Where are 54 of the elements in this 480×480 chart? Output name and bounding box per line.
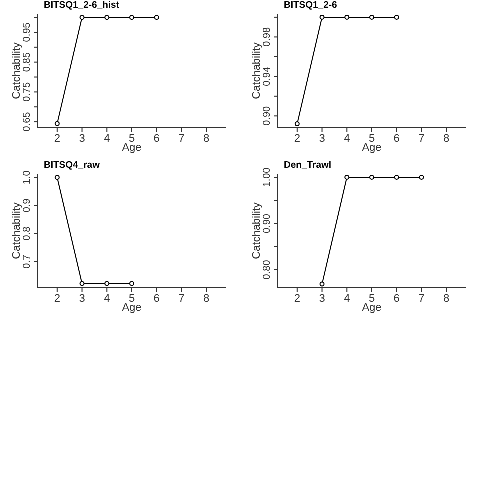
x-tick-label: 2 [54,132,60,145]
x-tick-label: 3 [79,292,86,305]
x-tick-label: 8 [204,292,210,305]
y-tick-label: 1.00 [262,167,273,188]
x-tick-label: 2 [54,292,60,305]
y-axis-title: Catchability [250,42,263,100]
chart-title: Den_Trawl [284,160,332,171]
x-tick-label: 8 [444,132,450,145]
y-tick-label: 0.80 [262,260,273,280]
x-tick-label: 5 [128,132,136,145]
x-tick-label: 4 [344,132,350,145]
x-tick-label: 7 [418,292,425,305]
y-tick-label: 0.94 [262,66,273,86]
x-tick-label: 2 [294,132,300,145]
x-tick-label: 5 [368,132,376,145]
x-tick-label: 8 [444,292,450,305]
y-tick-label: 0.90 [262,214,273,234]
x-tick-label: 3 [319,132,326,145]
x-tick-label: 5 [128,292,136,305]
x-tick-label: 8 [204,132,210,145]
x-tick-label: 3 [79,132,86,145]
x-tick-label: 5 [368,292,376,305]
x-axis-title: Age [122,302,142,314]
y-tick-label: 0.65 [22,112,33,132]
y-tick-label: 0.98 [262,27,273,47]
chart-title: BITSQ1_2-6_hist [44,0,120,11]
y-tick-label: 0.75 [22,82,33,102]
chart-title: BITSQ4_raw [44,160,100,171]
y-tick-label: 0.95 [22,22,33,42]
y-tick-label: 0.7 [22,254,33,269]
x-tick-label: 4 [104,132,110,145]
y-axis-title: Catchability [10,42,23,100]
x-tick-label: 7 [178,132,185,145]
x-tick-label: 4 [104,292,110,305]
y-tick-label: 0.9 [22,198,33,213]
chart-title: BITSQ1_2-6 [284,0,338,11]
x-tick-label: 6 [394,292,400,305]
y-tick-label: 0.8 [22,226,33,241]
y-axis-title: Catchability [250,202,263,260]
x-tick-label: 6 [154,132,160,145]
y-tick-label: 1.0 [22,170,33,185]
y-tick-label: 0.85 [22,52,33,72]
x-tick-label: 2 [294,292,300,305]
x-tick-label: 7 [418,132,425,145]
x-tick-label: 3 [319,292,326,305]
x-tick-label: 6 [394,132,400,145]
y-tick-label: 0.90 [262,106,273,126]
x-axis-title: Age [122,142,142,154]
x-tick-label: 6 [154,292,160,305]
x-axis-title: Age [362,302,382,314]
x-tick-label: 7 [178,292,185,305]
x-axis-title: Age [362,142,382,154]
x-tick-label: 4 [344,292,350,305]
y-axis-title: Catchability [10,202,23,260]
